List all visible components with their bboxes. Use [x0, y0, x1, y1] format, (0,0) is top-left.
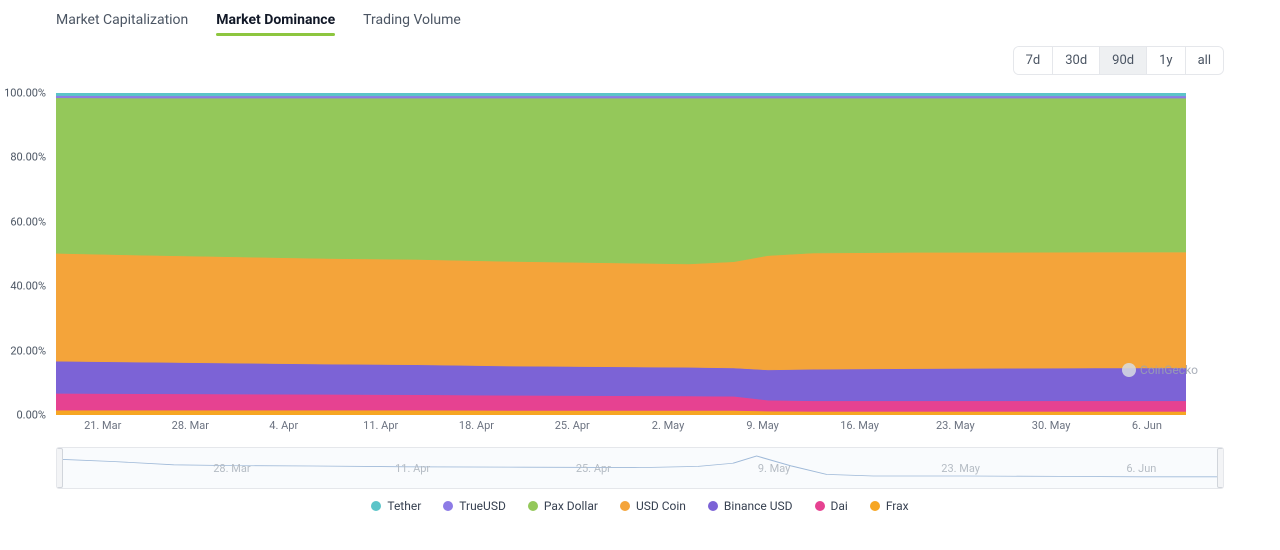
legend-label: USD Coin [636, 499, 686, 513]
range-90d[interactable]: 90d [1100, 47, 1147, 74]
legend-dot-icon [443, 501, 453, 511]
y-tick-label: 100.00% [4, 87, 52, 100]
legend-label: Binance USD [724, 499, 793, 513]
x-tick-label: 2. May [652, 419, 685, 432]
x-tick-label: 9. May [746, 419, 779, 432]
legend-label: Tether [387, 499, 421, 513]
x-tick-label: 4. Apr [269, 419, 298, 432]
x-tick-label: 6. Jun [1132, 419, 1162, 432]
x-tick-label: 16. May [840, 419, 879, 432]
tab-market-cap[interactable]: Market Capitalization [56, 8, 188, 34]
legend-item[interactable]: TrueUSD [443, 499, 506, 513]
range-x-tick-label: 23. May [941, 462, 980, 475]
legend-label: TrueUSD [459, 499, 506, 513]
tab-trading-volume[interactable]: Trading Volume [363, 8, 461, 34]
legend-item[interactable]: USD Coin [620, 499, 686, 513]
legend-label: Pax Dollar [544, 499, 598, 513]
x-tick-label: 30. May [1032, 419, 1071, 432]
legend-item[interactable]: Dai [815, 499, 848, 513]
y-tick-label: 20.00% [10, 344, 52, 357]
range-toolbar: 7d 30d 90d 1y all [0, 34, 1280, 75]
legend-item[interactable]: Pax Dollar [528, 499, 598, 513]
chart-area-svg[interactable] [56, 93, 1186, 415]
chart-legend: Tether TrueUSD Pax Dollar USD Coin Binance U… [0, 499, 1280, 513]
x-tick-label: 28. Mar [172, 419, 209, 432]
legend-item[interactable]: Tether [371, 499, 421, 513]
dominance-chart: 0.00%20.00%40.00%60.00%80.00%100.00% 21.… [56, 93, 1224, 415]
legend-item[interactable]: Frax [870, 499, 909, 513]
x-tick-label: 21. Mar [84, 419, 121, 432]
legend-dot-icon [870, 501, 880, 511]
legend-dot-icon [371, 501, 381, 511]
x-tick-label: 25. Apr [555, 419, 590, 432]
chart-tabs: Market Capitalization Market Dominance T… [0, 0, 1280, 34]
range-handle-right[interactable] [1217, 448, 1224, 488]
range-30d[interactable]: 30d [1053, 47, 1100, 74]
range-group: 7d 30d 90d 1y all [1013, 46, 1224, 75]
range-7d[interactable]: 7d [1014, 47, 1054, 74]
y-tick-label: 40.00% [10, 280, 52, 293]
range-preview[interactable]: 28. Mar 11. Apr 25. Apr 9. May 23. May 6. Jun [56, 447, 1224, 489]
range-x-tick-label: 25. Apr [576, 462, 611, 475]
x-tick-label: 11. Apr [363, 419, 398, 432]
legend-item[interactable]: Binance USD [708, 499, 793, 513]
x-axis-labels: 21. Mar 28. Mar 4. Apr 11. Apr 18. Apr 25. Ap… [56, 415, 1224, 433]
range-x-tick-label: 11. Apr [395, 462, 430, 475]
y-tick-label: 0.00% [16, 409, 52, 422]
range-1y[interactable]: 1y [1147, 47, 1185, 74]
x-tick-label: 18. Apr [459, 419, 494, 432]
legend-dot-icon [815, 501, 825, 511]
tab-market-dominance[interactable]: Market Dominance [216, 8, 335, 34]
y-tick-label: 60.00% [10, 215, 52, 228]
range-all[interactable]: all [1186, 47, 1223, 74]
range-x-tick-label: 9. May [758, 462, 791, 475]
legend-dot-icon [708, 501, 718, 511]
y-tick-label: 80.00% [10, 151, 52, 164]
legend-dot-icon [620, 501, 630, 511]
legend-label: Dai [831, 499, 848, 513]
range-handle-left[interactable] [56, 448, 63, 488]
range-x-tick-label: 6. Jun [1126, 462, 1156, 475]
range-x-tick-label: 28. Mar [213, 462, 250, 475]
legend-label: Frax [886, 499, 909, 513]
legend-dot-icon [528, 501, 538, 511]
x-tick-label: 23. May [936, 419, 975, 432]
